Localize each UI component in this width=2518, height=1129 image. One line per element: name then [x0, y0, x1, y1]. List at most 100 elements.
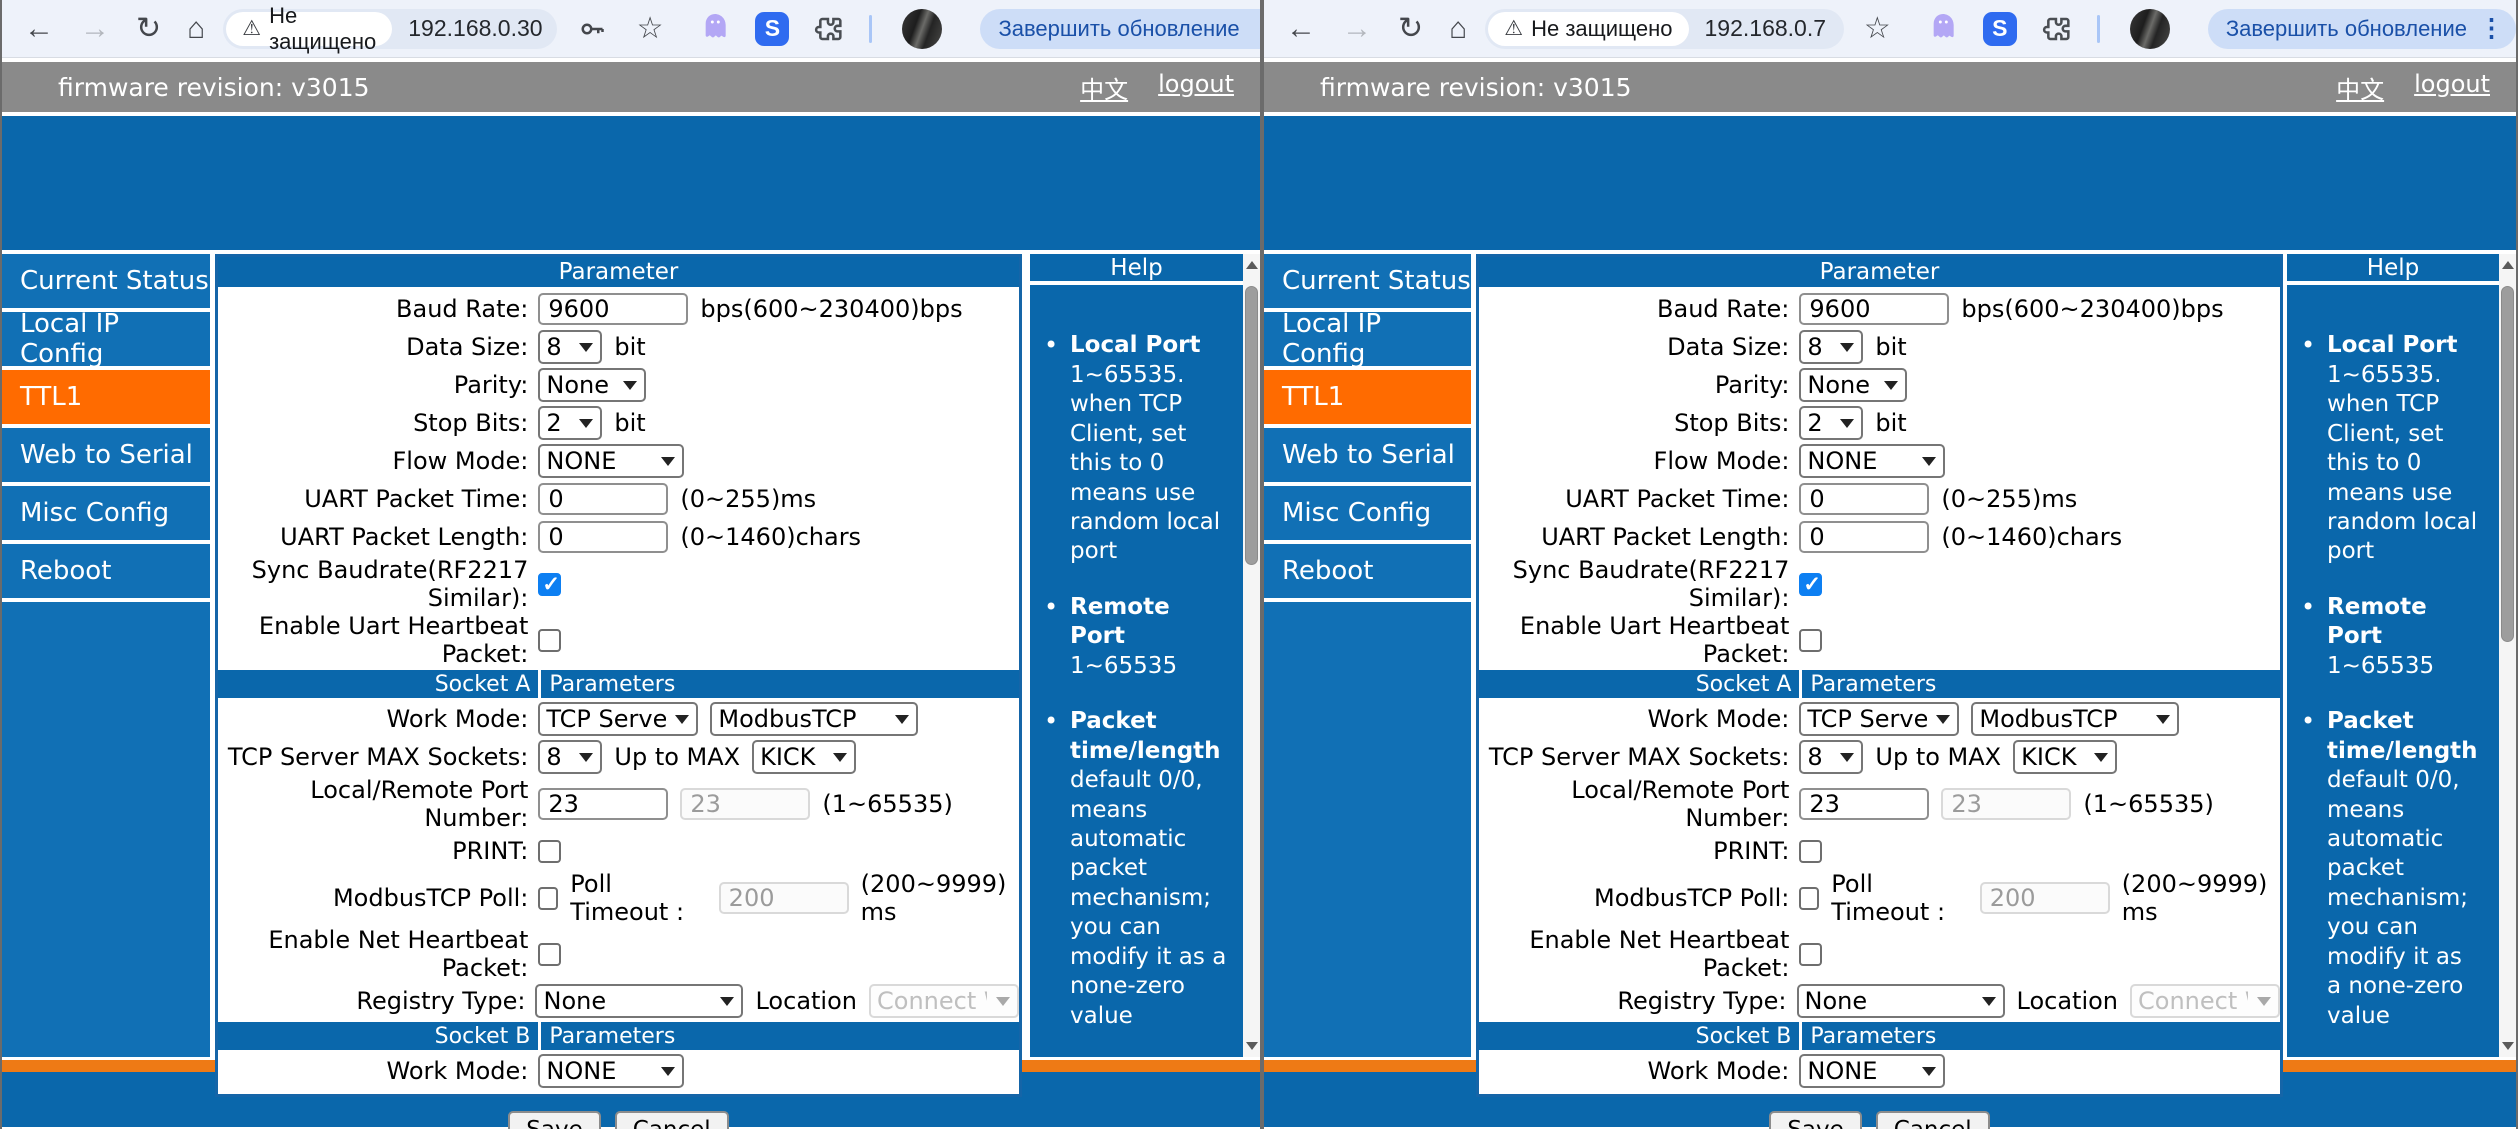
kick-select[interactable]: KICK — [2013, 740, 2118, 774]
finish-update-button[interactable]: Завершить обновление ⋮ — [2207, 8, 2516, 49]
logout-link[interactable]: logout — [1158, 69, 1234, 98]
uart-packet-time-input[interactable] — [1799, 483, 1930, 515]
content-scrollbar[interactable] — [2499, 254, 2516, 1057]
sidebar-item-current-status[interactable]: Current Status — [2, 254, 210, 308]
bookmark-star-icon[interactable]: ☆ — [1863, 11, 1891, 45]
sidebar-item-ttl1[interactable]: TTL1 — [1264, 370, 1472, 424]
save-button[interactable]: Save — [508, 1111, 601, 1129]
baud-rate-input[interactable] — [538, 293, 689, 325]
work-mode-a-select[interactable]: TCP Server — [1799, 702, 1960, 736]
sidebar-item-web-to-serial[interactable]: Web to Serial — [1264, 428, 1472, 482]
sidebar-item-local-ip-config[interactable]: Local IP Config — [2, 309, 210, 369]
forward-icon[interactable]: → — [80, 11, 110, 45]
kebab-menu-icon[interactable]: ⋮ — [2479, 14, 2504, 42]
baud-rate-label: Baud Rate: — [396, 295, 529, 323]
ghost-extension-icon[interactable] — [699, 10, 731, 47]
sidebar-item-misc-config[interactable]: Misc Config — [2, 486, 210, 540]
work-mode-a-select[interactable]: TCP Server — [538, 702, 699, 736]
scroll-down-icon[interactable] — [2499, 1037, 2516, 1055]
uart-packet-length-input[interactable] — [538, 521, 669, 553]
registry-type-label: Registry Type: — [356, 987, 526, 1015]
sidebar-item-web-to-serial[interactable]: Web to Serial — [2, 428, 210, 482]
max-sockets-select[interactable]: 8 — [538, 740, 603, 774]
extensions-puzzle-icon[interactable] — [813, 13, 845, 45]
work-mode-b-select[interactable]: NONE — [538, 1054, 685, 1088]
language-link[interactable]: 中文 — [1080, 75, 1129, 104]
bullet-icon: • — [2301, 707, 2316, 736]
sidebar-item-reboot[interactable]: Reboot — [1264, 544, 1472, 598]
local-port-input[interactable] — [538, 788, 669, 820]
sidebar-item-misc-config[interactable]: Misc Config — [1264, 486, 1472, 540]
local-port-input[interactable] — [1799, 788, 1930, 820]
scrollbar-thumb[interactable] — [1245, 286, 1258, 565]
parity-select[interactable]: None — [538, 368, 647, 402]
scroll-up-icon[interactable] — [1243, 256, 1260, 274]
gap — [1264, 250, 2516, 254]
modbus-poll-checkbox[interactable] — [1799, 886, 1820, 910]
max-sockets-select[interactable]: 8 — [1799, 740, 1864, 774]
baud-rate-input[interactable] — [1799, 293, 1950, 325]
remote-port-input — [1941, 788, 2072, 820]
url-text[interactable]: 192.168.0.7 — [1704, 15, 1827, 41]
kick-select[interactable]: KICK — [752, 740, 857, 774]
extensions-puzzle-icon[interactable] — [2041, 13, 2073, 45]
scroll-down-icon[interactable] — [1243, 1037, 1260, 1055]
modbus-poll-checkbox[interactable] — [538, 886, 559, 910]
flow-mode-select[interactable]: NONE — [1799, 444, 1946, 478]
back-icon[interactable]: ← — [1286, 11, 1316, 45]
sidebar-item-current-status[interactable]: Current Status — [1264, 254, 1472, 308]
back-icon[interactable]: ← — [24, 11, 54, 45]
print-checkbox[interactable] — [538, 839, 562, 863]
finish-update-button[interactable]: Завершить обновление ⋮ — [980, 8, 1260, 49]
uart-heartbeat-checkbox[interactable] — [538, 628, 562, 652]
s-extension-icon[interactable]: S — [1982, 11, 2017, 46]
cancel-button[interactable]: Cancel — [614, 1111, 729, 1129]
stop-bits-select[interactable]: 2 — [1799, 406, 1864, 440]
logout-link[interactable]: logout — [2414, 69, 2490, 98]
profile-avatar[interactable] — [902, 8, 943, 49]
bookmark-star-icon[interactable]: ☆ — [636, 11, 664, 45]
uart-packet-time-input[interactable] — [538, 483, 669, 515]
reload-icon[interactable]: ↻ — [1398, 11, 1424, 45]
profile-avatar[interactable] — [2129, 8, 2170, 49]
cancel-button[interactable]: Cancel — [1875, 1111, 1990, 1129]
home-icon[interactable]: ⌂ — [1449, 11, 1468, 45]
uart-packet-length-input[interactable] — [1799, 521, 1930, 553]
stop-bits-select[interactable]: 2 — [538, 406, 603, 440]
data-size-select[interactable]: 8 — [538, 330, 603, 364]
key-icon[interactable] — [577, 14, 607, 44]
address-bar[interactable]: ⚠ Не защищено 192.168.0.7 — [1485, 8, 1844, 49]
sync-baudrate-checkbox[interactable] — [538, 572, 562, 597]
scroll-up-icon[interactable] — [2499, 256, 2516, 274]
language-link[interactable]: 中文 — [2336, 75, 2385, 104]
net-heartbeat-checkbox[interactable] — [1799, 942, 1823, 966]
modbus-mode-select[interactable]: ModbusTCP — [710, 702, 919, 736]
sidebar-item-local-ip-config[interactable]: Local IP Config — [1264, 309, 1472, 369]
flow-mode-select[interactable]: NONE — [538, 444, 685, 478]
work-mode-b-select[interactable]: NONE — [1799, 1054, 1946, 1088]
url-text[interactable]: 192.168.0.30 — [408, 15, 543, 41]
uart-heartbeat-checkbox[interactable] — [1799, 628, 1823, 652]
s-extension-icon[interactable]: S — [755, 11, 790, 46]
print-checkbox[interactable] — [1799, 839, 1823, 863]
security-chip[interactable]: ⚠ Не защищено — [1488, 11, 1689, 46]
home-icon[interactable]: ⌂ — [187, 11, 206, 45]
content-scrollbar[interactable] — [1243, 254, 1260, 1057]
parity-select[interactable]: None — [1799, 368, 1908, 402]
data-size-select[interactable]: 8 — [1799, 330, 1864, 364]
registry-type-select[interactable]: None — [1796, 984, 2005, 1018]
net-heartbeat-checkbox[interactable] — [538, 942, 562, 966]
sync-baudrate-checkbox[interactable] — [1799, 572, 1823, 597]
modbus-mode-select[interactable]: ModbusTCP — [1971, 702, 2180, 736]
sidebar-item-reboot[interactable]: Reboot — [2, 544, 210, 598]
sidebar-item-ttl1[interactable]: TTL1 — [2, 370, 210, 424]
save-button[interactable]: Save — [1769, 1111, 1862, 1129]
scrollbar-thumb[interactable] — [2501, 286, 2514, 642]
reload-icon[interactable]: ↻ — [136, 11, 162, 45]
kebab-menu-icon[interactable]: ⋮ — [1252, 16, 1260, 41]
forward-icon[interactable]: → — [1342, 11, 1372, 45]
address-bar[interactable]: ⚠ Не защищено 192.168.0.30 — [223, 3, 557, 54]
security-chip[interactable]: ⚠ Не защищено — [226, 3, 393, 54]
registry-type-select[interactable]: None — [535, 984, 744, 1018]
ghost-extension-icon[interactable] — [1927, 10, 1959, 47]
